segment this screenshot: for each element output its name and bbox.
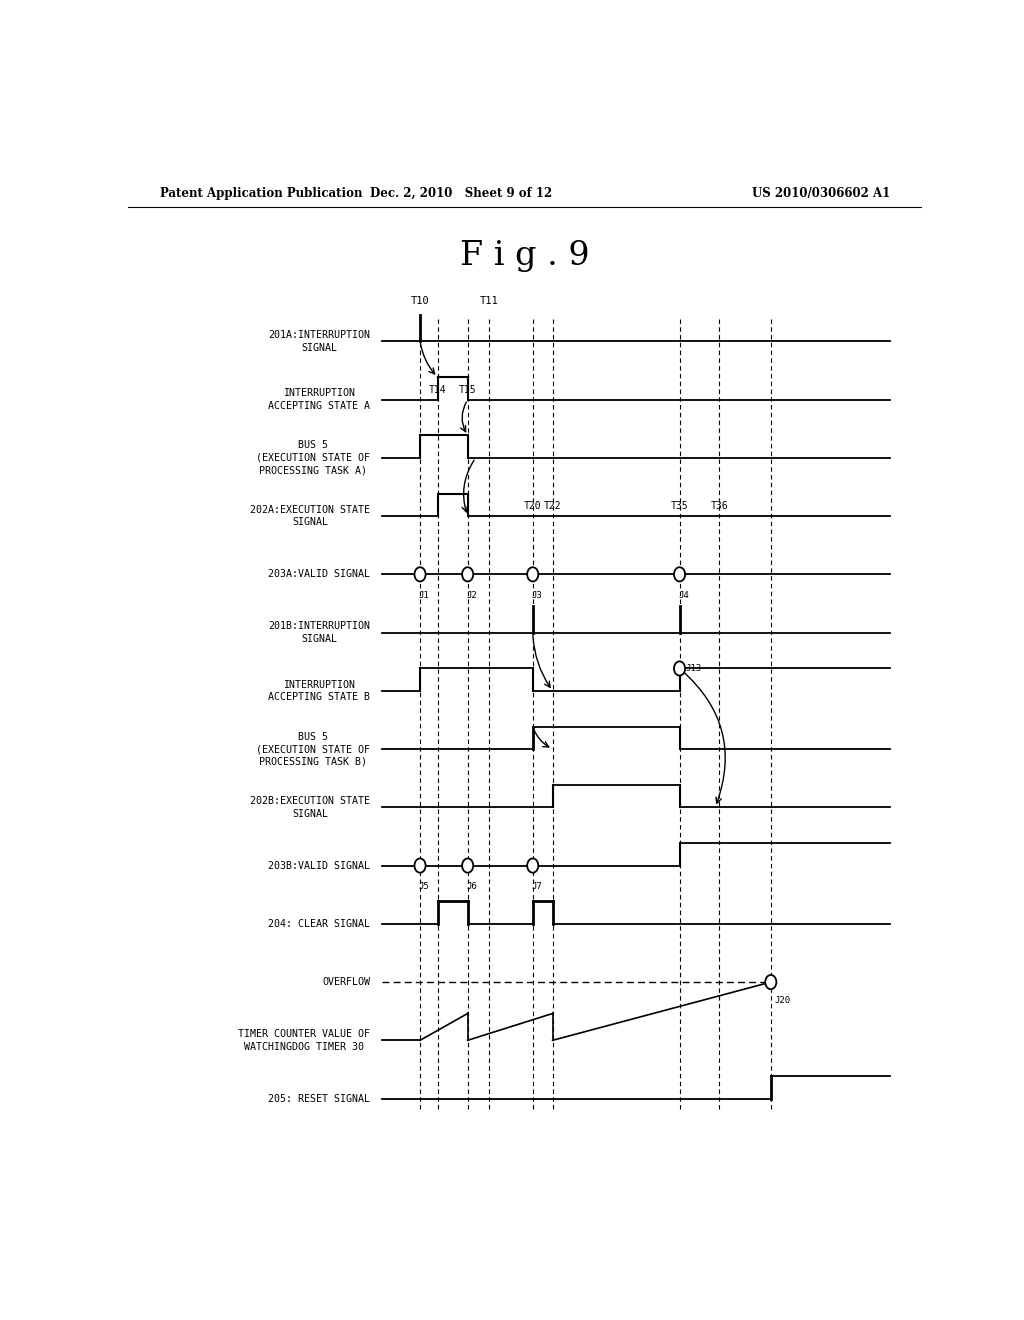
Text: T14: T14 xyxy=(429,384,446,395)
Text: Dec. 2, 2010   Sheet 9 of 12: Dec. 2, 2010 Sheet 9 of 12 xyxy=(371,187,552,199)
Text: 204: CLEAR SIGNAL: 204: CLEAR SIGNAL xyxy=(268,919,370,929)
Text: T15: T15 xyxy=(459,384,476,395)
Text: INTERRUPTION
ACCEPTING STATE A: INTERRUPTION ACCEPTING STATE A xyxy=(268,388,370,411)
Text: INTERRUPTION
ACCEPTING STATE B: INTERRUPTION ACCEPTING STATE B xyxy=(268,680,370,702)
Circle shape xyxy=(674,661,685,676)
Text: 205: RESET SIGNAL: 205: RESET SIGNAL xyxy=(268,1093,370,1104)
Circle shape xyxy=(415,858,426,873)
Text: J1: J1 xyxy=(419,590,429,599)
Text: F i g . 9: F i g . 9 xyxy=(460,240,590,272)
Text: 201B:INTERRUPTION
SIGNAL: 201B:INTERRUPTION SIGNAL xyxy=(268,622,370,644)
Text: TIMER COUNTER VALUE OF
WATCHINGDOG TIMER 30: TIMER COUNTER VALUE OF WATCHINGDOG TIMER… xyxy=(238,1030,370,1052)
Text: T22: T22 xyxy=(544,502,561,511)
Text: J2: J2 xyxy=(466,590,477,599)
Text: J7: J7 xyxy=(531,882,542,891)
Circle shape xyxy=(462,858,473,873)
Text: J3: J3 xyxy=(531,590,542,599)
Text: 202B:EXECUTION STATE
SIGNAL: 202B:EXECUTION STATE SIGNAL xyxy=(250,796,370,818)
Text: J6: J6 xyxy=(466,882,477,891)
Text: 202A:EXECUTION STATE
SIGNAL: 202A:EXECUTION STATE SIGNAL xyxy=(250,504,370,527)
Text: US 2010/0306602 A1: US 2010/0306602 A1 xyxy=(752,187,890,199)
Text: 203B:VALID SIGNAL: 203B:VALID SIGNAL xyxy=(268,861,370,871)
Text: 201A:INTERRUPTION
SIGNAL: 201A:INTERRUPTION SIGNAL xyxy=(268,330,370,352)
Text: BUS 5
(EXECUTION STATE OF
PROCESSING TASK A): BUS 5 (EXECUTION STATE OF PROCESSING TAS… xyxy=(256,441,370,475)
Circle shape xyxy=(527,568,539,581)
Circle shape xyxy=(415,568,426,581)
Text: T36: T36 xyxy=(711,502,728,511)
Circle shape xyxy=(765,975,776,989)
Text: T35: T35 xyxy=(671,502,688,511)
Text: J13: J13 xyxy=(686,664,702,673)
Text: 203A:VALID SIGNAL: 203A:VALID SIGNAL xyxy=(268,569,370,579)
Text: T20: T20 xyxy=(524,502,542,511)
Text: OVERFLOW: OVERFLOW xyxy=(322,977,370,987)
Circle shape xyxy=(462,568,473,581)
Text: J5: J5 xyxy=(419,882,429,891)
Text: Patent Application Publication: Patent Application Publication xyxy=(160,187,362,199)
Circle shape xyxy=(674,568,685,581)
Text: T11: T11 xyxy=(479,296,499,306)
Text: BUS 5
(EXECUTION STATE OF
PROCESSING TASK B): BUS 5 (EXECUTION STATE OF PROCESSING TAS… xyxy=(256,731,370,767)
Text: J4: J4 xyxy=(678,590,689,599)
Text: J20: J20 xyxy=(775,997,791,1006)
Circle shape xyxy=(527,858,539,873)
Text: T10: T10 xyxy=(411,296,429,306)
